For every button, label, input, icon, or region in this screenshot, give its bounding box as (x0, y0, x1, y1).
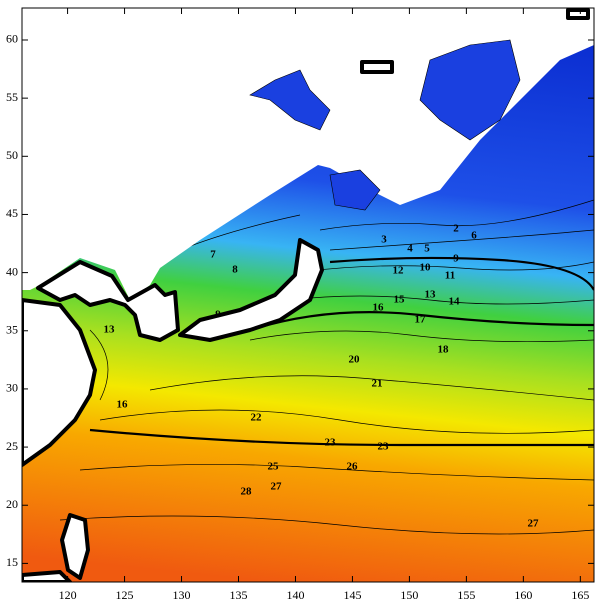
x-tick-label: 165 (571, 588, 589, 602)
contour-label: 5 (424, 243, 430, 255)
y-tick-label: 55 (6, 90, 18, 104)
y-tick-label: 30 (6, 381, 18, 395)
contour-label: 20 (349, 354, 361, 366)
map-field (22, 8, 594, 582)
contour-label: 9 (215, 309, 221, 321)
bold-contours (89, 256, 594, 447)
x-tick-label: 140 (286, 588, 304, 602)
y-tick-label: 40 (6, 264, 18, 278)
y-tick-label: 15 (6, 555, 18, 569)
contour-label: 25 (268, 461, 280, 473)
y-tick-label: 25 (6, 439, 18, 453)
contour-label: 10 (420, 262, 432, 274)
x-tick-label: 135 (229, 588, 247, 602)
contour-label: 23 (325, 437, 337, 449)
contour-label: 16 (117, 399, 129, 411)
x-tick-label: 145 (343, 588, 361, 602)
contour-label: 26 (347, 461, 359, 473)
contour-label: 13 (425, 289, 437, 301)
contour-label: 16 (373, 302, 385, 314)
contour-label: 15 (394, 294, 406, 306)
contour-label: 23 (378, 441, 390, 453)
x-tick-label: 120 (59, 588, 77, 602)
y-tick-label: 35 (6, 323, 18, 337)
y-tick-label: 50 (6, 148, 18, 162)
contour-label: 13 (104, 324, 116, 336)
y-tick-label: 20 (6, 497, 18, 511)
x-tick-label: 130 (173, 588, 191, 602)
contour-label: 12 (393, 265, 405, 277)
x-tick-label: 150 (400, 588, 418, 602)
contour-label: 8 (232, 264, 238, 276)
x-tick-label: 155 (457, 588, 475, 602)
plot-frame (21, 7, 595, 583)
contour-label: 7 (210, 249, 216, 261)
sea-patches (249, 39, 521, 211)
contours (59, 199, 594, 535)
contour-label: 27 (528, 518, 540, 530)
axes: 120 125 130 135 140 145 150 155 160 1651520253035… (6, 8, 594, 602)
contour-label: 4 (407, 243, 413, 255)
y-tick-label: 60 (6, 32, 18, 46)
y-tick-label: 45 (6, 206, 18, 220)
contour-label: 21 (372, 378, 383, 390)
contour-label: 14 (449, 296, 461, 308)
x-tick-label: 125 (116, 588, 134, 602)
contour-label: 17 (415, 314, 427, 326)
contour-label: 27 (271, 481, 283, 493)
contour-label: 18 (438, 344, 450, 356)
contour-label: 3 (381, 234, 387, 246)
contour-label: 2 (453, 223, 459, 235)
contour-label: 22 (251, 412, 263, 424)
contour-label: 9 (453, 253, 459, 265)
contour-label: 6 (471, 230, 477, 242)
x-tick-label: 160 (514, 588, 532, 602)
contour-label: 11 (445, 270, 455, 282)
contour-label: 28 (241, 486, 253, 498)
